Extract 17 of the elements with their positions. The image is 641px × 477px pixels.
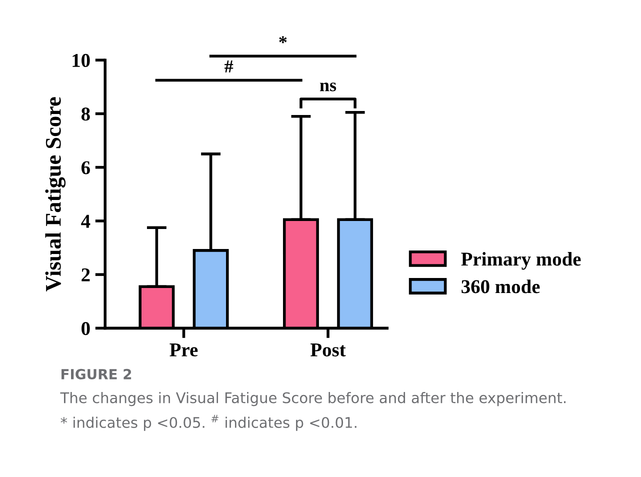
text: * xyxy=(279,36,287,44)
y-tick-label: 4 xyxy=(81,214,90,228)
text: The changes in Visual Fatigue Score before and after the experiment. xyxy=(60,392,566,406)
text: * indicates p <0.05. $^{#}$ indicates p <0.01. xyxy=(60,414,356,431)
y-axis-title: Visual Fatigue Score xyxy=(45,97,66,292)
y-tick-label: 8 xyxy=(81,108,90,121)
annotation: # xyxy=(224,60,234,72)
y-tick-label: 10 xyxy=(72,54,90,68)
y-tick-label: 0 xyxy=(82,322,90,336)
legend-label: Primary mode xyxy=(461,252,581,270)
legend-label: 360 mode xyxy=(462,280,540,294)
y-tick-label: 6 xyxy=(81,161,90,174)
annotation: ns xyxy=(320,82,336,92)
y-tick-label: 2 xyxy=(82,268,90,282)
caption: FIGURE 2 xyxy=(62,368,132,380)
x-tick-label: Pre xyxy=(170,344,198,356)
x-tick-label: Post xyxy=(310,344,346,356)
